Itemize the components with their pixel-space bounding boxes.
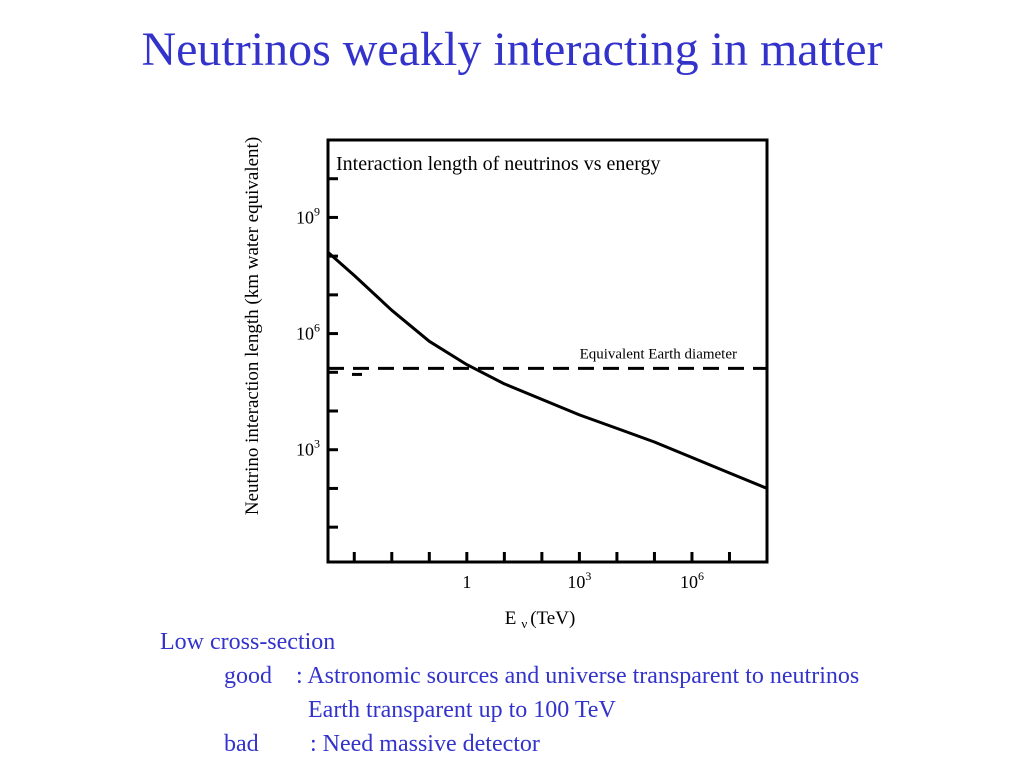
x-axis-label-unit: (TeV) bbox=[530, 608, 575, 629]
bullet-good-2: Earth transparent up to 100 TeV bbox=[308, 697, 616, 723]
tick-labels: 103 106 109 1 103 106 bbox=[296, 204, 704, 592]
bullet-heading: Low cross-section bbox=[160, 629, 336, 655]
good-label: good bbox=[224, 663, 272, 689]
bullet-bad: bad : Need massive detector bbox=[160, 727, 859, 761]
x-tick-label: 103 bbox=[567, 569, 591, 592]
reference-line-label: Equivalent Earth diameter bbox=[580, 346, 737, 362]
series-line-0 bbox=[327, 251, 768, 490]
bad-label: bad bbox=[224, 731, 259, 757]
y-tick-label: 109 bbox=[296, 204, 320, 227]
slide-title: Neutrinos weakly interacting in matter bbox=[141, 23, 883, 76]
bullet-good: good : Astronomic sources and universe tr… bbox=[160, 659, 859, 693]
x-axis-label-main: E bbox=[505, 608, 517, 629]
x-tick-label: 106 bbox=[680, 569, 704, 592]
x-axis-label-sub: ν bbox=[521, 616, 527, 631]
y-tick-label: 103 bbox=[296, 437, 320, 460]
reference-layer bbox=[328, 366, 767, 376]
x-tick-label: 1 bbox=[462, 572, 471, 592]
series-layer bbox=[327, 251, 768, 490]
bad-text: : Need massive detector bbox=[310, 731, 540, 757]
chart-title: Interaction length of neutrinos vs energ… bbox=[336, 153, 661, 175]
plot-frame bbox=[326, 138, 769, 564]
y-axis-label: Neutrino interaction length (km water eq… bbox=[242, 137, 263, 515]
y-tick-label: 106 bbox=[296, 321, 320, 344]
good-text: : Astronomic sources and universe transp… bbox=[296, 663, 860, 689]
bullet-list: Low cross-section good : Astronomic sourc… bbox=[160, 625, 859, 761]
